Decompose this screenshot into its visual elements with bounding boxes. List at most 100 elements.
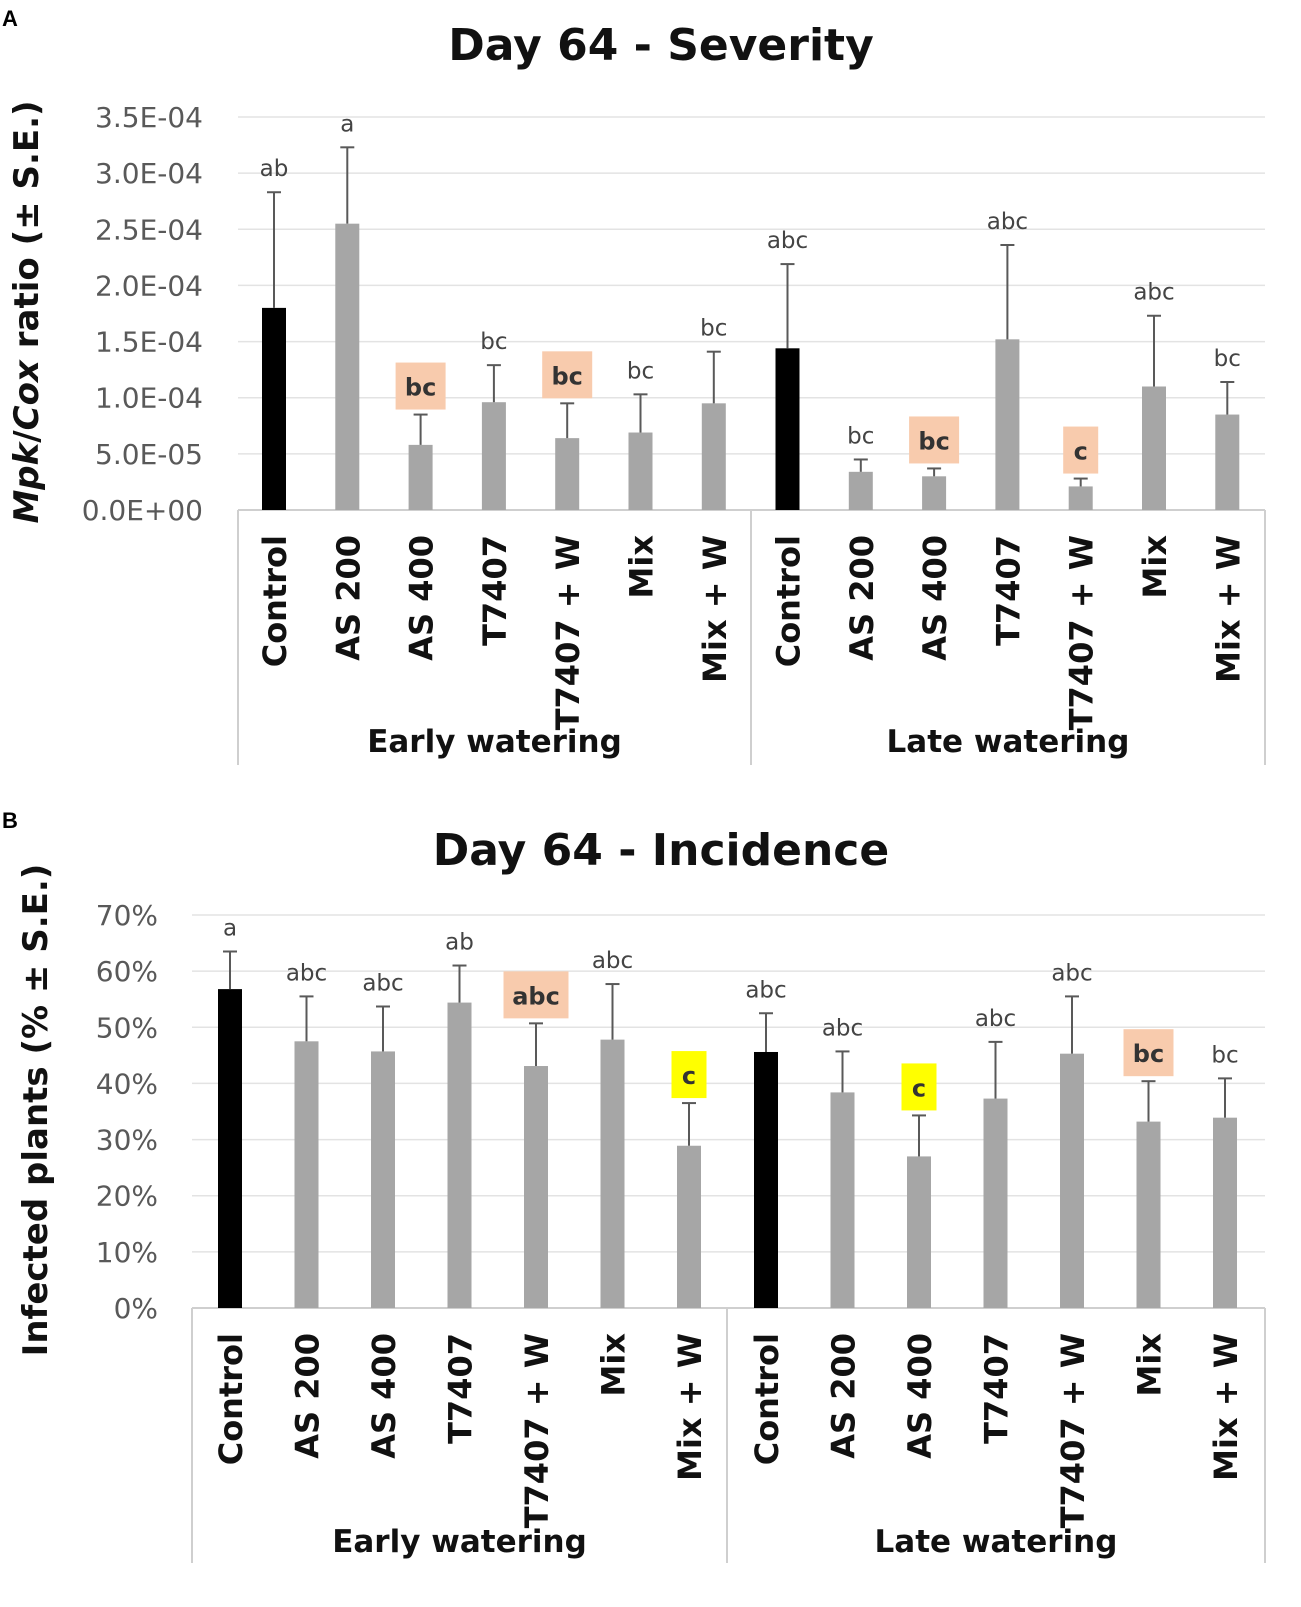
- group-label: Early watering: [332, 1524, 587, 1560]
- panel-b-letter: B: [2, 808, 18, 833]
- y-axis-label-part: Mpk: [7, 440, 47, 523]
- category-label: T7407: [476, 535, 514, 646]
- category-label: Mix + W: [696, 535, 734, 683]
- significance-highlight: [1123, 1029, 1174, 1077]
- significance-letter: c: [912, 1074, 926, 1102]
- chart-a-plot: 0.0E+00 5.0E-05 1.0E-04 1.5E-04 2.0E-04 2.5E-…: [7, 100, 1266, 765]
- significance-letter: bc: [1133, 1040, 1164, 1068]
- significance-letter: abc: [362, 971, 403, 997]
- y-tick-label: 1.5E-04: [95, 326, 203, 359]
- category-label: Mix + W: [1207, 1333, 1245, 1481]
- bar: [481, 402, 506, 510]
- category-label: AS 400: [901, 1333, 939, 1459]
- category-label: AS 200: [825, 1333, 863, 1459]
- significance-letter: bc: [700, 316, 727, 342]
- y-tick-label: 3.0E-04: [95, 157, 203, 190]
- y-tick-label: 3.5E-04: [95, 101, 203, 134]
- category-label: Mix: [623, 535, 661, 599]
- category-label: T7407 + W: [549, 535, 587, 730]
- bar: [262, 307, 286, 510]
- y-axis-label-part: Cox: [7, 359, 47, 430]
- group-label: Late watering: [875, 1524, 1118, 1560]
- significance-highlight: [395, 362, 446, 410]
- significance-letter: abc: [286, 960, 327, 986]
- category-label: Control: [212, 1333, 250, 1465]
- significance-highlight: [901, 1063, 937, 1111]
- bar: [294, 1041, 319, 1308]
- category-label: AS 400: [916, 535, 954, 661]
- y-axis-label-part: Infected plants (% ± S.E.): [16, 864, 56, 1357]
- bar: [408, 444, 433, 510]
- significance-letter: abc: [987, 209, 1028, 235]
- y-tick-label: 1.0E-04: [95, 382, 203, 415]
- significance-letter: a: [223, 915, 237, 941]
- y-tick-label: 2.5E-04: [95, 213, 203, 246]
- significance-highlight: [503, 971, 569, 1019]
- significance-letter: bc: [1214, 346, 1241, 372]
- category-label: Control: [748, 1333, 786, 1465]
- bar: [830, 1092, 855, 1308]
- significance-letter: c: [682, 1062, 696, 1090]
- category-label: AS 200: [843, 535, 881, 661]
- significance-letter: abc: [767, 228, 808, 254]
- panel-a-letter: A: [2, 6, 18, 31]
- bar: [995, 339, 1020, 510]
- category-label: T7407 + W: [1063, 535, 1101, 730]
- y-tick-label: 0%: [114, 1292, 158, 1325]
- significance-letter: bc: [551, 362, 582, 390]
- y-tick-label: 70%: [96, 899, 158, 932]
- y-tick-label: 10%: [96, 1236, 158, 1269]
- bar: [1142, 386, 1166, 510]
- category-label: Mix + W: [671, 1333, 709, 1481]
- category-label: Mix + W: [1209, 535, 1247, 683]
- significance-letter: abc: [745, 977, 786, 1003]
- significance-letter: ab: [445, 930, 474, 956]
- group-label: Late watering: [887, 724, 1130, 760]
- y-tick-label: 5.0E-05: [95, 438, 203, 471]
- category-label: AS 400: [365, 1333, 403, 1459]
- y-tick-label: 40%: [96, 1067, 158, 1100]
- significance-letter: bc: [480, 329, 507, 355]
- category-label: T7407 + W: [518, 1333, 556, 1528]
- significance-letter: bc: [1211, 1042, 1238, 1068]
- significance-letter: abc: [975, 1006, 1016, 1032]
- y-tick-label: 0.0E+00: [82, 494, 203, 527]
- significance-letter: abc: [592, 948, 633, 974]
- significance-letter: bc: [918, 427, 949, 455]
- category-label: T7407: [989, 535, 1027, 646]
- category-label: T7407 + W: [1054, 1333, 1092, 1528]
- significance-letter: bc: [847, 423, 874, 449]
- significance-letter: abc: [512, 982, 560, 1010]
- y-axis-label: Mpk/Cox ratio (± S.E.): [7, 100, 47, 523]
- bar: [983, 1098, 1008, 1308]
- significance-letter: bc: [627, 358, 654, 384]
- bar: [218, 989, 242, 1308]
- chart-a-title: Day 64 - Severity: [448, 20, 874, 71]
- category-label: AS 200: [289, 1333, 327, 1459]
- significance-letter: ab: [260, 156, 289, 182]
- bar: [922, 476, 947, 510]
- y-tick-label: 50%: [96, 1011, 158, 1044]
- bar: [701, 403, 726, 510]
- bar: [775, 348, 800, 510]
- significance-letter: abc: [1133, 280, 1174, 306]
- bar: [754, 1051, 778, 1308]
- category-label: AS 400: [403, 535, 441, 661]
- y-tick-label: 20%: [96, 1180, 158, 1213]
- significance-letter: abc: [822, 1015, 863, 1041]
- category-label: T7407: [442, 1333, 480, 1444]
- category-label: Mix: [1131, 1333, 1169, 1397]
- category-label: Mix: [595, 1333, 633, 1397]
- bar: [555, 438, 580, 510]
- y-tick-label: 30%: [96, 1124, 158, 1157]
- significance-letter: abc: [1051, 960, 1092, 986]
- y-tick-label: 60%: [96, 955, 158, 988]
- significance-letter: c: [1074, 438, 1088, 466]
- bar: [1215, 414, 1240, 510]
- bar: [371, 1051, 395, 1308]
- category-label: Mix: [1136, 535, 1174, 599]
- y-axis-label-part: /: [7, 430, 47, 443]
- category-label: AS 200: [329, 535, 367, 661]
- chart-b-plot: 0% 10% 20% 30% 40% 50% 60% 70% Infected plants (…: [16, 864, 1266, 1563]
